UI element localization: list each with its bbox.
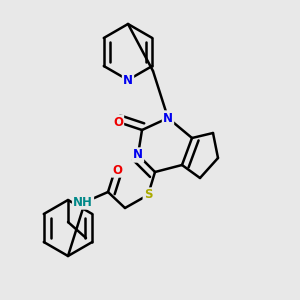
Text: N: N [133,148,143,161]
Text: S: S [144,188,152,202]
Text: O: O [112,164,122,176]
Text: NH: NH [73,196,93,208]
Text: N: N [163,112,173,124]
Text: N: N [123,74,133,86]
Text: O: O [113,116,123,128]
